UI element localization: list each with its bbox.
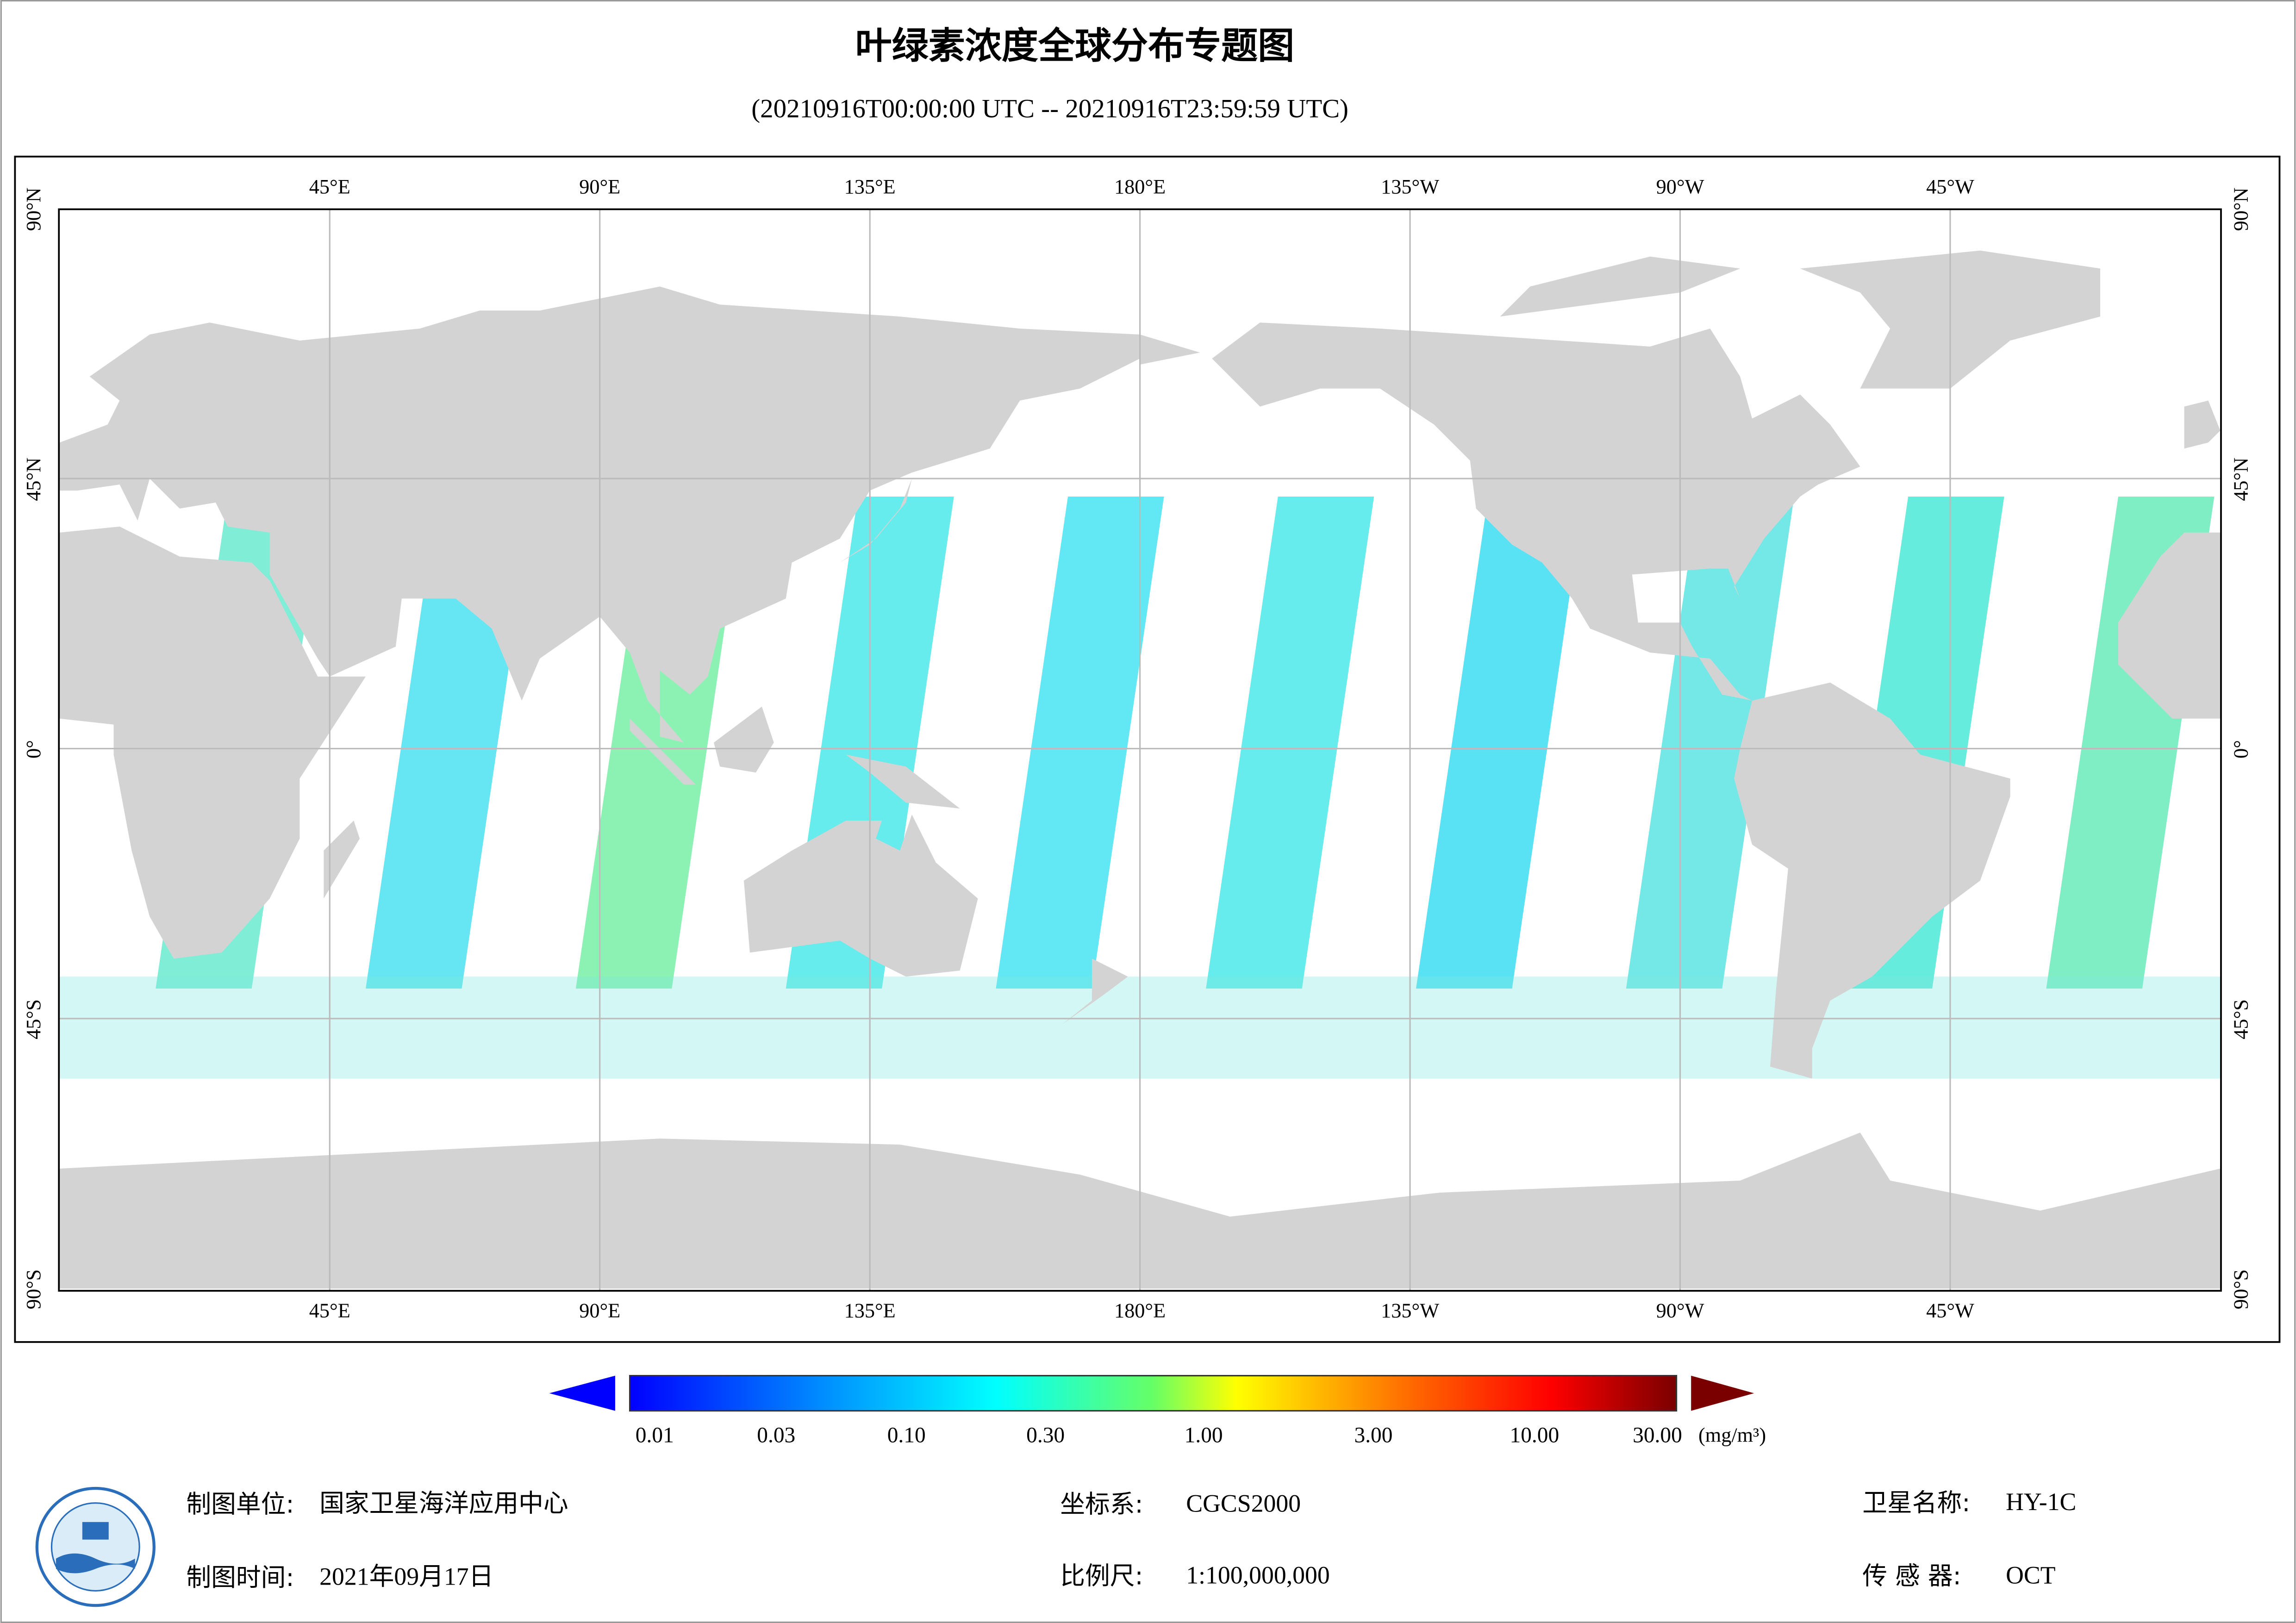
- data-swath: [1206, 496, 1374, 989]
- logo: [35, 1486, 156, 1607]
- colorbar-label: 30.00: [1633, 1423, 1682, 1447]
- footer-label: 坐标系:: [1060, 1490, 1143, 1519]
- subtitle: (20210916T00:00:00 UTC -- 20210916T23:59…: [751, 94, 1348, 123]
- map: [59, 209, 2221, 1291]
- data-swath: [996, 496, 1164, 989]
- colorbar-label: 0.10: [887, 1423, 926, 1447]
- latitude-label-right: 90°N: [2230, 187, 2252, 231]
- longitude-label-bottom: 90°W: [1656, 1300, 1704, 1322]
- colorbar-label: 3.00: [1354, 1423, 1392, 1447]
- longitude-label-bottom: 45°W: [1926, 1300, 1974, 1322]
- footer-value: 国家卫星海洋应用中心: [319, 1489, 568, 1517]
- colorbar-label: 10.00: [1510, 1423, 1559, 1447]
- land: [2184, 400, 2221, 449]
- latitude-label-left: 45°N: [22, 458, 45, 501]
- land: [1140, 334, 1200, 365]
- longitude-label-top: 135°W: [1381, 175, 1439, 198]
- map-border: [58, 208, 2222, 1292]
- colorbar-unit: (mg/m³): [1698, 1424, 1766, 1447]
- footer-label: 比例尺:: [1060, 1561, 1143, 1591]
- colorbar-label: 0.03: [757, 1423, 795, 1447]
- colorbar-label: 0.30: [1026, 1423, 1065, 1447]
- footer-value: CGCS2000: [1186, 1489, 1301, 1517]
- colorbar: [629, 1374, 1678, 1412]
- longitude-label-top: 90°W: [1656, 175, 1704, 198]
- data-swath: [1416, 496, 1585, 989]
- longitude-label-top: 90°E: [579, 175, 620, 198]
- footer-value: OCT: [2006, 1561, 2056, 1589]
- latitude-label-right: 0°: [2230, 740, 2252, 759]
- land: [846, 754, 960, 809]
- land: [630, 718, 696, 785]
- land: [1062, 958, 1128, 1025]
- latitude-label-left: 0°: [22, 740, 45, 759]
- map-frame: [14, 155, 2281, 1343]
- longitude-label-bottom: 45°E: [309, 1300, 350, 1322]
- footer-label: 卫星名称:: [1862, 1488, 1970, 1517]
- land: [714, 706, 774, 773]
- footer-value: HY-1C: [2006, 1488, 2076, 1516]
- data-swath: [1626, 496, 1794, 989]
- title: 叶绿素浓度全球分布专题图: [855, 25, 1295, 67]
- colorbar-label: 0.01: [636, 1423, 674, 1447]
- longitude-label-top: 135°E: [844, 175, 896, 198]
- land: [743, 815, 978, 977]
- latitude-label-right: 45°S: [2230, 999, 2252, 1039]
- land: [59, 526, 366, 959]
- footer-label: 制图时间:: [186, 1563, 294, 1592]
- latitude-label-left: 45°S: [22, 999, 45, 1039]
- longitude-label-bottom: 135°W: [1381, 1300, 1439, 1322]
- colorbar-low-arrow: [549, 1375, 615, 1411]
- colorbar-labels: 0.01 0.03 0.10 0.30 1.00 3.00 10.00 30.00 (mg/m³…: [636, 1423, 1766, 1447]
- latitude-label-right: 90°S: [2230, 1269, 2252, 1310]
- latitude-label-left: 90°S: [22, 1269, 45, 1310]
- longitude-label-top: 45°E: [309, 175, 350, 198]
- longitude-label-bottom: 90°E: [579, 1300, 620, 1322]
- land: [324, 821, 360, 899]
- longitude-label-top: 45°W: [1926, 175, 1974, 198]
- footer-value: 2021年09月17日: [319, 1562, 493, 1590]
- graticule-labels: 45°E 45°E 90°E 90°E 135°E 135°E 180°E 180°E 135°…: [22, 175, 2252, 1322]
- colorbar-label: 1.00: [1185, 1423, 1223, 1447]
- longitude-label-bottom: 135°E: [844, 1300, 896, 1322]
- land: [1212, 322, 1860, 701]
- footer-label: 制图单位:: [186, 1490, 294, 1519]
- latitude-label-left: 90°N: [22, 187, 45, 231]
- footer-value: 1:100,000,000: [1186, 1561, 1330, 1589]
- colorbar-high-arrow: [1691, 1375, 1754, 1411]
- longitude-label-bottom: 180°E: [1114, 1300, 1166, 1322]
- land: [2118, 532, 2221, 719]
- land: [1734, 682, 2010, 1079]
- latitude-label-right: 45°N: [2230, 458, 2252, 501]
- longitude-label-top: 180°E: [1114, 175, 1166, 198]
- footer-label: 传 感 器:: [1862, 1561, 1961, 1591]
